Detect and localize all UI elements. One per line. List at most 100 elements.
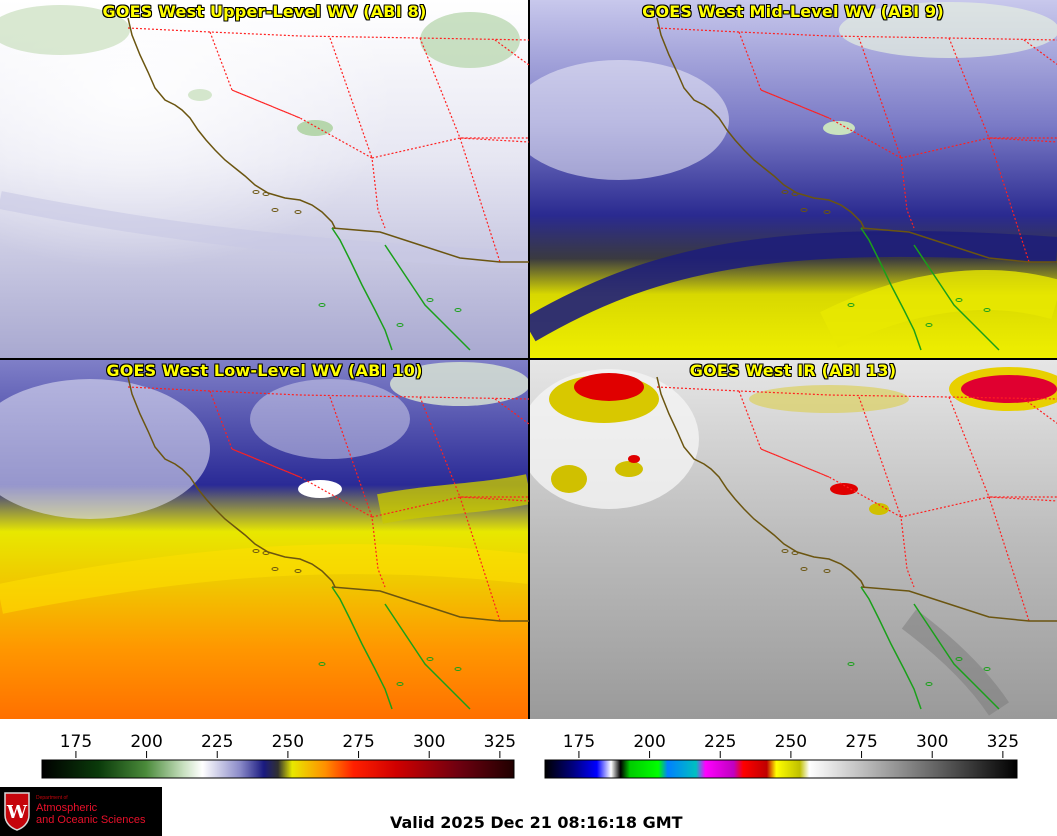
- island-outline: [823, 569, 831, 573]
- state-border: [494, 398, 530, 425]
- panel-title: GOES West Upper-Level WV (ABI 8): [102, 2, 427, 21]
- island-outline: [847, 662, 855, 666]
- us-coastline: [127, 376, 336, 588]
- island-outline: [800, 567, 808, 571]
- panel-title: GOES West Mid-Level WV (ABI 9): [642, 2, 944, 21]
- island-outline: [426, 657, 434, 661]
- infrared-colorbar: 175 200 225 250 275 300 325: [543, 722, 1019, 784]
- logo-line1: Atmospheric: [36, 802, 98, 814]
- state-border: [209, 390, 386, 588]
- colorbar-tick-label: 225: [704, 732, 736, 752]
- island-outline: [426, 298, 434, 302]
- panel-divider-horizontal: [0, 358, 1057, 360]
- colorbar-tick-label: 250: [272, 732, 304, 752]
- mid-level-wv-image: [529, 0, 1057, 359]
- colorbar-tick-label: 275: [845, 732, 877, 752]
- state-border: [760, 89, 830, 119]
- colorbar-tick-label: 175: [60, 732, 92, 752]
- state-border: [127, 27, 530, 41]
- island-outline: [847, 303, 855, 307]
- state-border: [858, 37, 902, 159]
- us-coastline: [656, 17, 865, 229]
- logo-dept: Department of: [36, 795, 68, 801]
- us-mexico-border: [331, 227, 529, 263]
- island-outline: [318, 662, 326, 666]
- low-level-wv-image: [0, 359, 529, 719]
- island-outline: [955, 657, 963, 661]
- mexico-coastline: [860, 227, 1000, 351]
- island-outline: [925, 682, 933, 686]
- island-outline: [262, 192, 270, 196]
- infrared-image: [529, 359, 1057, 719]
- uw-crest-icon: W: [4, 792, 30, 831]
- island-outline: [318, 303, 326, 307]
- colorbar-tick-label: 300: [413, 732, 445, 752]
- state-border: [371, 137, 529, 159]
- panel-overlay: [127, 17, 530, 351]
- colorbar-tick-label: 250: [775, 732, 807, 752]
- logo-line2: and Oceanic Sciences: [36, 814, 146, 826]
- island-outline: [823, 210, 831, 214]
- island-outline: [396, 682, 404, 686]
- upper-level-wv-image: [0, 0, 529, 359]
- island-outline: [454, 667, 462, 671]
- colorbar-tick-label: 300: [916, 732, 948, 752]
- state-border: [900, 496, 1057, 518]
- panel-title: GOES West Low-Level WV (ABI 10): [106, 361, 423, 380]
- state-border: [656, 386, 1057, 400]
- colorbar-tick-label: 175: [563, 732, 595, 752]
- state-border: [329, 396, 373, 518]
- state-border: [231, 448, 301, 478]
- state-border: [459, 137, 501, 263]
- island-outline: [983, 308, 991, 312]
- island-outline: [781, 549, 789, 553]
- state-border: [329, 37, 373, 159]
- island-outline: [925, 323, 933, 327]
- state-border: [948, 396, 1057, 502]
- state-border: [1023, 39, 1057, 66]
- state-border: [988, 496, 1030, 622]
- mexico-coastline: [331, 586, 471, 710]
- state-border: [738, 31, 915, 229]
- low-level-wv-panel: GOES West Low-Level WV (ABI 10): [0, 359, 529, 719]
- map-overlays: [127, 17, 1057, 710]
- state-border: [760, 448, 830, 478]
- state-border: [371, 496, 529, 518]
- colorbar-tick-label: 200: [130, 732, 162, 752]
- state-border: [231, 89, 301, 119]
- island-outline: [791, 551, 799, 555]
- water-vapor-colorbar: 175 200 225 250 275 300 325: [40, 722, 516, 784]
- island-outline: [454, 308, 462, 312]
- island-outline: [294, 210, 302, 214]
- us-mexico-border: [860, 586, 1057, 622]
- state-border: [738, 390, 915, 588]
- island-outline: [791, 192, 799, 196]
- aos-logo: W Department of Atmospheric and Oceanic …: [0, 787, 162, 836]
- state-border: [419, 396, 530, 502]
- us-coastline: [127, 17, 336, 229]
- colorbar-gradient: [544, 759, 1018, 779]
- state-border: [127, 386, 530, 400]
- island-outline: [271, 208, 279, 212]
- colorbar-tick-label: 200: [633, 732, 665, 752]
- panel-title: GOES West IR (ABI 13): [689, 361, 897, 380]
- state-border: [948, 37, 1057, 143]
- state-border: [419, 37, 530, 143]
- us-coastline: [656, 376, 865, 588]
- colorbar-tick-label: 225: [201, 732, 233, 752]
- mexico-coastline: [331, 227, 471, 351]
- state-border: [656, 27, 1057, 41]
- mexico-coastline: [860, 586, 1000, 710]
- colorbar-tick-label: 325: [987, 732, 1019, 752]
- panel-overlay: [127, 376, 530, 710]
- state-border: [209, 31, 386, 229]
- colorbar-gradient: [41, 759, 515, 779]
- upper-level-wv-panel: GOES West Upper-Level WV (ABI 8): [0, 0, 529, 359]
- us-mexico-border: [860, 227, 1057, 263]
- island-outline: [983, 667, 991, 671]
- us-mexico-border: [331, 586, 529, 622]
- state-border: [494, 39, 530, 66]
- colorbar-tick-label: 325: [484, 732, 516, 752]
- mid-level-wv-panel: GOES West Mid-Level WV (ABI 9): [529, 0, 1057, 359]
- island-outline: [800, 208, 808, 212]
